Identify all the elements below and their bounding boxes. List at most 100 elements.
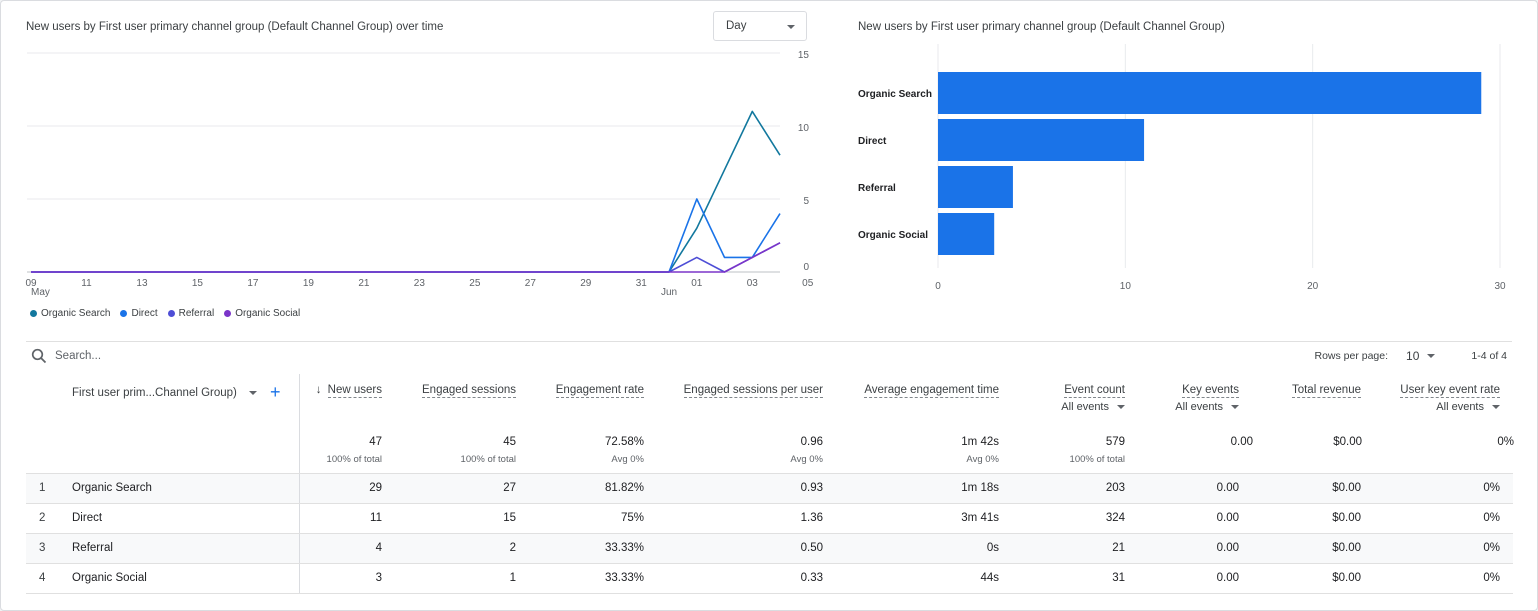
x-tick-label: 27	[525, 278, 537, 289]
table-cell: 0.33	[800, 572, 823, 584]
bar[interactable]	[938, 119, 1145, 161]
row-dimension-value: Organic Social	[72, 572, 147, 584]
x-month-label: Jun	[661, 287, 677, 298]
dimension-header[interactable]: First user prim...Channel Group)	[72, 387, 257, 399]
plus-icon[interactable]: +	[270, 382, 281, 402]
column-total: 0%	[1497, 436, 1514, 448]
table-cell: 0.50	[800, 542, 823, 554]
column-header-total-revenue[interactable]: Total revenue	[1291, 384, 1361, 398]
x-tick-label: 25	[469, 278, 481, 289]
row-rank: 1	[39, 482, 46, 494]
table-row[interactable]: 4 Organic Social 3 1 33.33% 0.33 44s 31 0.00 $0.0…	[26, 564, 1513, 594]
x-tick-label: 31	[636, 278, 648, 289]
column-total: 1m 42s	[961, 436, 999, 448]
legend-item[interactable]: Organic Search	[30, 308, 110, 319]
bar[interactable]	[938, 213, 995, 255]
pagination-range: 1-4 of 4	[1471, 350, 1507, 362]
column-header-label: Key events	[1182, 384, 1239, 398]
event-filter-label: All events	[1175, 401, 1223, 413]
dimension-header-label: First user prim...Channel Group)	[72, 387, 237, 399]
table-cell: 33.33%	[604, 542, 644, 554]
column-header-engagement-rate[interactable]: Engagement rate	[555, 384, 644, 398]
table-cell: $0.00	[1332, 512, 1361, 524]
x-tick-label: 30	[1494, 281, 1506, 292]
legend-dot	[30, 310, 37, 317]
table-cell: 33.33%	[604, 572, 644, 584]
event-filter[interactable]: All events	[1400, 401, 1500, 413]
column-header-eng-sess-per-user[interactable]: Engaged sessions per user	[683, 384, 823, 398]
column-total: 45	[503, 436, 516, 448]
table-cell: 324	[1105, 512, 1125, 524]
table-cell: 29	[369, 482, 382, 494]
row-rank: 3	[39, 542, 46, 554]
column-total-sub: Avg 0%	[966, 454, 999, 465]
table-cell: 2	[509, 542, 516, 554]
column-total: $0.00	[1333, 436, 1362, 448]
table-row[interactable]: 2 Direct 11 15 75% 1.36 3m 41s 324 0.00 $0.00 0%	[26, 504, 1513, 534]
legend-dot	[120, 310, 128, 317]
column-header-new-users[interactable]: ↓ New users	[316, 384, 382, 398]
column-header-user-key-event-rate[interactable]: User key event rate All events	[1400, 384, 1500, 413]
column-total-sub: 100% of total	[1069, 454, 1125, 465]
y-tick-label: 0	[803, 262, 809, 273]
x-tick-label: 09	[25, 278, 37, 289]
granularity-value: Day	[726, 20, 747, 32]
table-cell: 21	[1112, 542, 1125, 554]
legend-item[interactable]: Direct	[120, 308, 158, 319]
column-header-event-count[interactable]: Event count All events	[1061, 384, 1125, 413]
x-tick-label: 01	[691, 278, 703, 289]
caret-down-icon[interactable]	[1427, 354, 1436, 358]
column-header-engaged-sessions[interactable]: Engaged sessions	[422, 384, 516, 398]
rows-per-page-select[interactable]: 10	[1406, 349, 1420, 363]
caret-down-icon[interactable]	[248, 391, 257, 395]
column-header-label: Total revenue	[1291, 384, 1361, 398]
row-dimension-value: Organic Search	[72, 482, 152, 494]
dimension-cell: 1 Organic Search	[26, 474, 300, 503]
table-cell: 0.00	[1216, 572, 1239, 584]
line-chart-legend: Organic Search Direct Referral Organic Soci…	[30, 308, 300, 319]
category-label: Referral	[858, 183, 896, 194]
column-header-key-events[interactable]: Key events All events	[1175, 384, 1239, 413]
column-header-avg-eng-time[interactable]: Average engagement time	[864, 384, 999, 398]
series-line-organic-search	[31, 110, 781, 273]
bar-chart: 0 10 20 30 Organic Search Direct Referral Organ…	[858, 44, 1506, 292]
column-total-sub: 100% of total	[326, 454, 382, 465]
column-header-label: Event count	[1064, 384, 1125, 398]
table-cell: 1m 18s	[961, 482, 999, 494]
column-header-label: Engaged sessions	[422, 384, 516, 398]
legend-label: Organic Social	[235, 308, 301, 319]
search-icon	[31, 348, 47, 364]
search-placeholder: Search...	[55, 350, 102, 362]
row-rank: 2	[39, 512, 46, 524]
table-row[interactable]: 3 Referral 4 2 33.33% 0.50 0s 21 0.00 $0.00 0%	[26, 534, 1513, 564]
legend-item[interactable]: Referral	[167, 308, 214, 319]
legend-item[interactable]: Organic Social	[224, 308, 300, 319]
x-tick-label: 19	[303, 278, 315, 289]
table-row[interactable]: 1 Organic Search 29 27 81.82% 0.93 1m 18s 203 0.…	[26, 474, 1513, 504]
x-tick-label: 29	[580, 278, 592, 289]
event-filter[interactable]: All events	[1061, 401, 1125, 413]
table-cell: 0%	[1483, 512, 1500, 524]
table-cell: 0.00	[1216, 482, 1239, 494]
event-filter[interactable]: All events	[1175, 401, 1239, 413]
line-chart-title: New users by First user primary channel …	[26, 21, 444, 33]
x-tick-label: 0	[935, 281, 941, 292]
category-label: Organic Social	[858, 230, 928, 241]
table-cell: 3	[375, 572, 382, 584]
x-tick-label: 17	[247, 278, 259, 289]
y-tick-label: 15	[798, 50, 810, 61]
category-label: Organic Search	[858, 89, 932, 100]
column-total: 72.58%	[604, 436, 644, 448]
bar[interactable]	[938, 166, 1013, 208]
column-header-label: Engaged sessions per user	[683, 384, 823, 398]
granularity-dropdown[interactable]: Day	[713, 11, 807, 41]
event-filter-label: All events	[1436, 401, 1484, 413]
legend-dot	[224, 310, 232, 317]
bar[interactable]	[938, 72, 1482, 114]
table-search[interactable]: Search...	[31, 348, 101, 364]
x-tick-label: 03	[747, 278, 759, 289]
data-table: First user prim...Channel Group) + ↓ New…	[26, 374, 1514, 594]
series-line-direct	[31, 198, 781, 273]
rows-per-page-label: Rows per page:	[1314, 350, 1389, 362]
column-total-sub: Avg 0%	[790, 454, 823, 465]
